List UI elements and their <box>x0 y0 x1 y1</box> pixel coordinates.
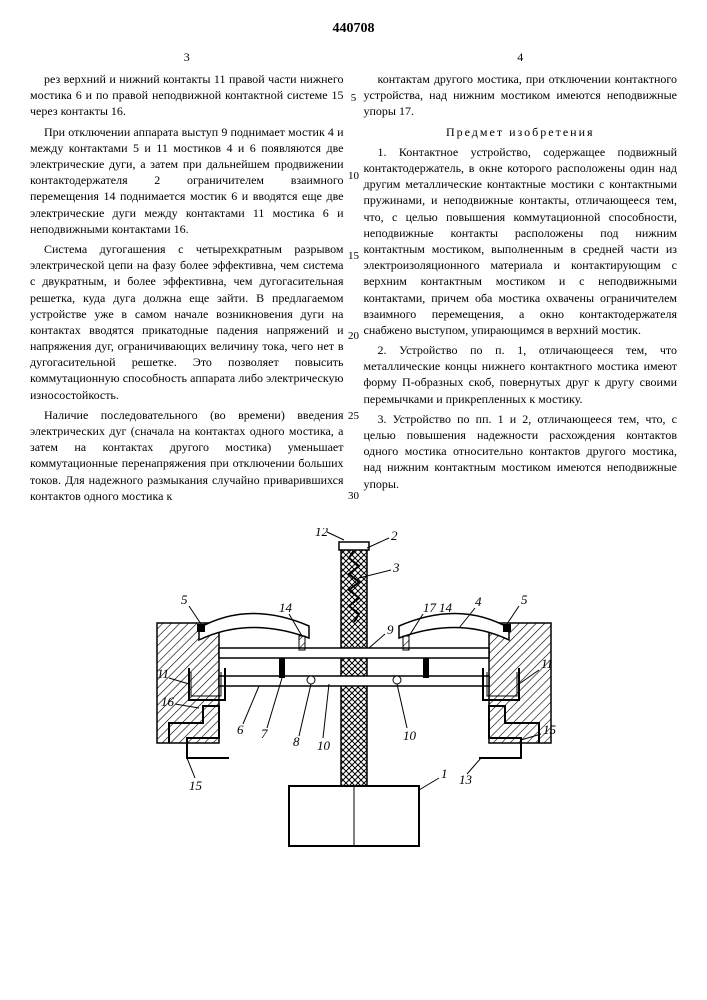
para: Наличие последовательного (во времени) в… <box>30 407 344 504</box>
fig-label: 15 <box>189 778 203 793</box>
fig-label: 10 <box>317 738 331 753</box>
claims-heading: Предмет изобретения <box>364 124 678 140</box>
line-number: 25 <box>348 409 359 424</box>
fig-label: 6 <box>237 722 244 737</box>
fig-label: 17 <box>423 600 437 615</box>
fig-label: 14 <box>279 600 293 615</box>
fig-label: 1 <box>441 766 448 781</box>
line-number: 5 <box>351 91 357 106</box>
fig-label: 8 <box>293 734 300 749</box>
line-number: 15 <box>348 249 359 264</box>
fig-label: 14 <box>439 600 453 615</box>
fig-label: 2 <box>391 528 398 543</box>
fig-label: 7 <box>261 726 268 741</box>
line-number: 20 <box>348 329 359 344</box>
right-column: 4 контактам другого мостика, при отключе… <box>364 49 678 508</box>
para: 2. Устройство по п. 1, отличающееся тем,… <box>364 342 678 407</box>
para: 3. Устройство по пп. 1 и 2, отличающееся… <box>364 411 678 492</box>
left-column: 3 рез верхний и нижний контакты 11 право… <box>30 49 344 508</box>
text-body: 3 рез верхний и нижний контакты 11 право… <box>30 49 677 508</box>
para: рез верхний и нижний контакты 11 правой … <box>30 71 344 120</box>
fig-label: 12 <box>315 528 329 539</box>
fig-label: 13 <box>459 772 473 787</box>
fig-label: 11 <box>157 666 169 681</box>
fig-label: 9 <box>387 622 394 637</box>
fig-label: 3 <box>392 560 400 575</box>
para: 1. Контактное устройство, содержащее под… <box>364 144 678 338</box>
fig-label: 15 <box>543 722 557 737</box>
fig-label: 11 <box>541 656 553 671</box>
fig-label: 10 <box>403 728 417 743</box>
para: При отключении аппарата выступ 9 поднима… <box>30 124 344 237</box>
para: контактам другого мостика, при отключени… <box>364 71 678 120</box>
fig-label: 4 <box>475 594 482 609</box>
fig-label: 5 <box>181 592 188 607</box>
para: Система дугогашения с четырехкратным раз… <box>30 241 344 403</box>
technical-drawing: 12 2 3 5 5 14 17 14 4 9 11 11 16 <box>139 528 569 858</box>
line-number: 30 <box>348 489 359 504</box>
line-number: 10 <box>348 169 359 184</box>
fig-label: 5 <box>521 592 528 607</box>
document-number: 440708 <box>30 20 677 39</box>
page-num-left: 3 <box>30 49 344 65</box>
fig-label: 16 <box>161 694 175 709</box>
page-num-right: 4 <box>364 49 678 65</box>
